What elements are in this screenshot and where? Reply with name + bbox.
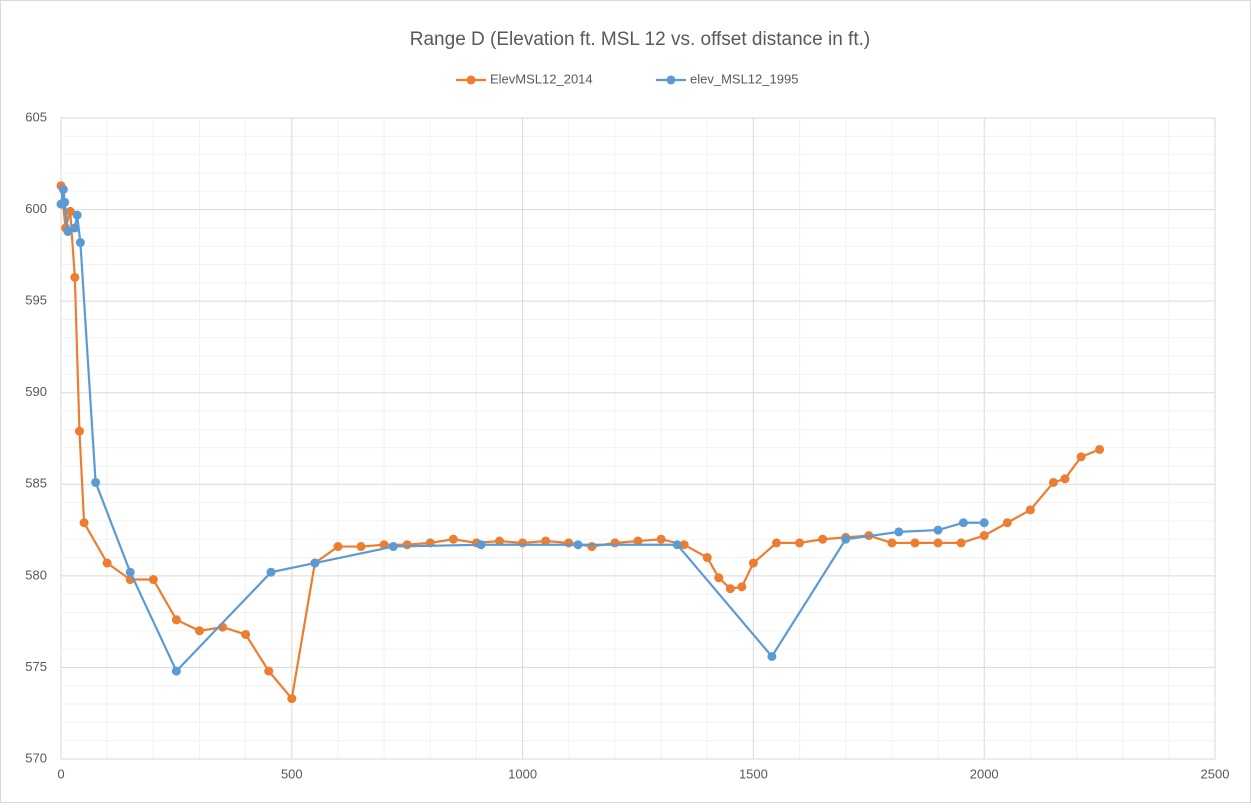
y-tick-label: 570 bbox=[25, 750, 47, 765]
data-point bbox=[65, 206, 75, 216]
data-point bbox=[356, 542, 366, 552]
data-point bbox=[910, 538, 920, 548]
data-point bbox=[1076, 452, 1086, 462]
data-point bbox=[573, 540, 583, 550]
x-tick-label: 1500 bbox=[739, 766, 768, 781]
data-point bbox=[287, 694, 297, 704]
data-point bbox=[70, 223, 80, 233]
data-point bbox=[1002, 518, 1012, 528]
x-tick-label: 2000 bbox=[970, 766, 999, 781]
data-point bbox=[702, 553, 712, 563]
data-point bbox=[266, 567, 276, 577]
data-point bbox=[60, 197, 70, 207]
data-point bbox=[63, 227, 73, 237]
y-tick-label: 595 bbox=[25, 293, 47, 308]
data-point bbox=[1095, 444, 1105, 454]
data-point bbox=[333, 542, 343, 552]
legend-marker bbox=[666, 75, 676, 85]
data-point bbox=[541, 536, 551, 546]
data-point bbox=[70, 272, 80, 282]
data-point bbox=[388, 542, 398, 552]
legend-marker bbox=[466, 75, 476, 85]
data-point bbox=[933, 525, 943, 535]
data-point bbox=[74, 426, 84, 436]
legend-label: elev_MSL12_1995 bbox=[690, 71, 798, 86]
data-point bbox=[171, 666, 181, 676]
plot-border bbox=[60, 117, 1216, 760]
data-point bbox=[264, 666, 274, 676]
legend-label: ElevMSL12_2014 bbox=[490, 71, 593, 86]
data-point bbox=[171, 615, 181, 625]
data-point bbox=[402, 540, 412, 550]
data-point bbox=[241, 629, 251, 639]
data-point bbox=[714, 573, 724, 583]
data-point bbox=[656, 534, 666, 544]
data-point bbox=[771, 538, 781, 548]
data-point bbox=[1060, 474, 1070, 484]
data-point bbox=[887, 538, 897, 548]
y-tick-label: 605 bbox=[25, 109, 47, 124]
y-tick-label: 590 bbox=[25, 384, 47, 399]
data-point bbox=[91, 477, 101, 487]
data-point bbox=[795, 538, 805, 548]
data-point bbox=[841, 534, 851, 544]
data-point bbox=[476, 540, 486, 550]
data-point bbox=[894, 527, 904, 537]
x-tick-label: 2500 bbox=[1201, 766, 1230, 781]
chart-title: Range D (Elevation ft. MSL 12 vs. offset… bbox=[410, 29, 870, 50]
data-point bbox=[748, 558, 758, 568]
data-point bbox=[979, 531, 989, 541]
data-point bbox=[956, 538, 966, 548]
data-point bbox=[979, 518, 989, 528]
data-point bbox=[79, 518, 89, 528]
data-point bbox=[737, 582, 747, 592]
data-point bbox=[148, 575, 158, 585]
data-point bbox=[448, 534, 458, 544]
data-point bbox=[1048, 477, 1058, 487]
data-point bbox=[58, 184, 68, 194]
data-point bbox=[587, 542, 597, 552]
data-point bbox=[75, 238, 85, 248]
data-point bbox=[610, 538, 620, 548]
y-tick-label: 585 bbox=[25, 476, 47, 491]
data-point bbox=[933, 538, 943, 548]
data-point bbox=[72, 210, 82, 220]
data-point bbox=[495, 536, 505, 546]
data-point bbox=[958, 518, 968, 528]
data-point bbox=[679, 540, 689, 550]
y-tick-label: 580 bbox=[25, 567, 47, 582]
x-tick-label: 0 bbox=[57, 766, 64, 781]
y-tick-label: 575 bbox=[25, 659, 47, 674]
data-point bbox=[102, 558, 112, 568]
data-point bbox=[194, 626, 204, 636]
x-tick-label: 500 bbox=[281, 766, 303, 781]
data-point bbox=[672, 540, 682, 550]
data-point bbox=[518, 538, 528, 548]
data-point bbox=[767, 651, 777, 661]
x-tick-label: 1000 bbox=[508, 766, 537, 781]
data-point bbox=[818, 534, 828, 544]
data-point bbox=[125, 567, 135, 577]
y-tick-label: 600 bbox=[25, 201, 47, 216]
data-point bbox=[1025, 505, 1035, 515]
data-point bbox=[633, 536, 643, 546]
data-point bbox=[725, 584, 735, 594]
data-point bbox=[310, 558, 320, 568]
data-point bbox=[564, 538, 574, 548]
